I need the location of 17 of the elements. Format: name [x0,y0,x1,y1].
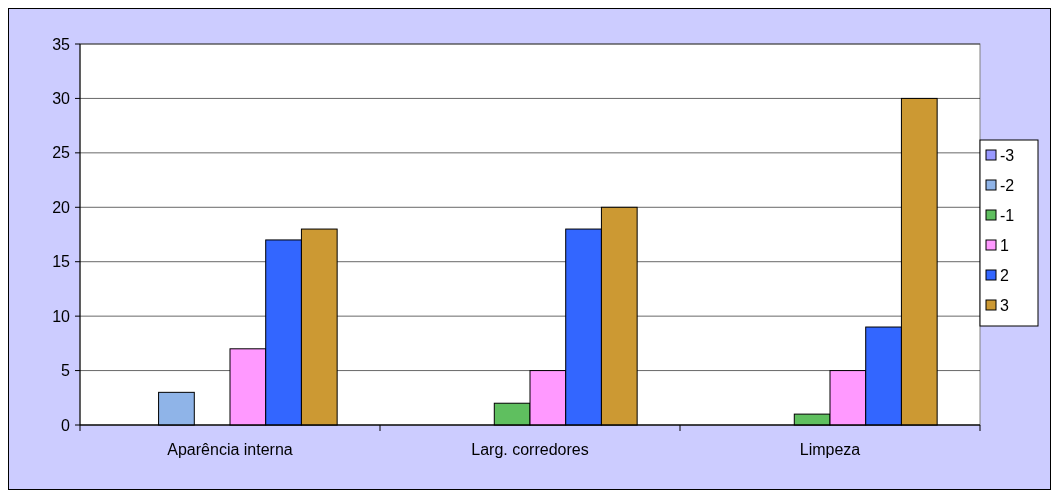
legend-label: 2 [1000,266,1009,284]
y-tick-label: 35 [52,35,71,53]
y-tick-label: 30 [52,90,71,108]
x-tick-label: Aparência interna [167,441,293,458]
y-tick-label: 20 [52,198,71,216]
y-tick-label: 25 [52,144,71,162]
legend-label: 1 [1000,236,1009,254]
legend-label: 3 [1000,296,1009,314]
y-tick-label: 15 [52,253,71,271]
x-tick-label: Larg. corredores [471,441,589,458]
y-tick-label: 10 [52,307,71,325]
y-tick-label: 5 [61,362,71,380]
legend-label: -3 [1000,146,1015,164]
legend-label: -2 [1000,176,1015,194]
legend-label: -1 [1000,206,1015,224]
y-tick-label: 0 [61,416,71,434]
x-tick-label: Limpeza [799,441,861,458]
